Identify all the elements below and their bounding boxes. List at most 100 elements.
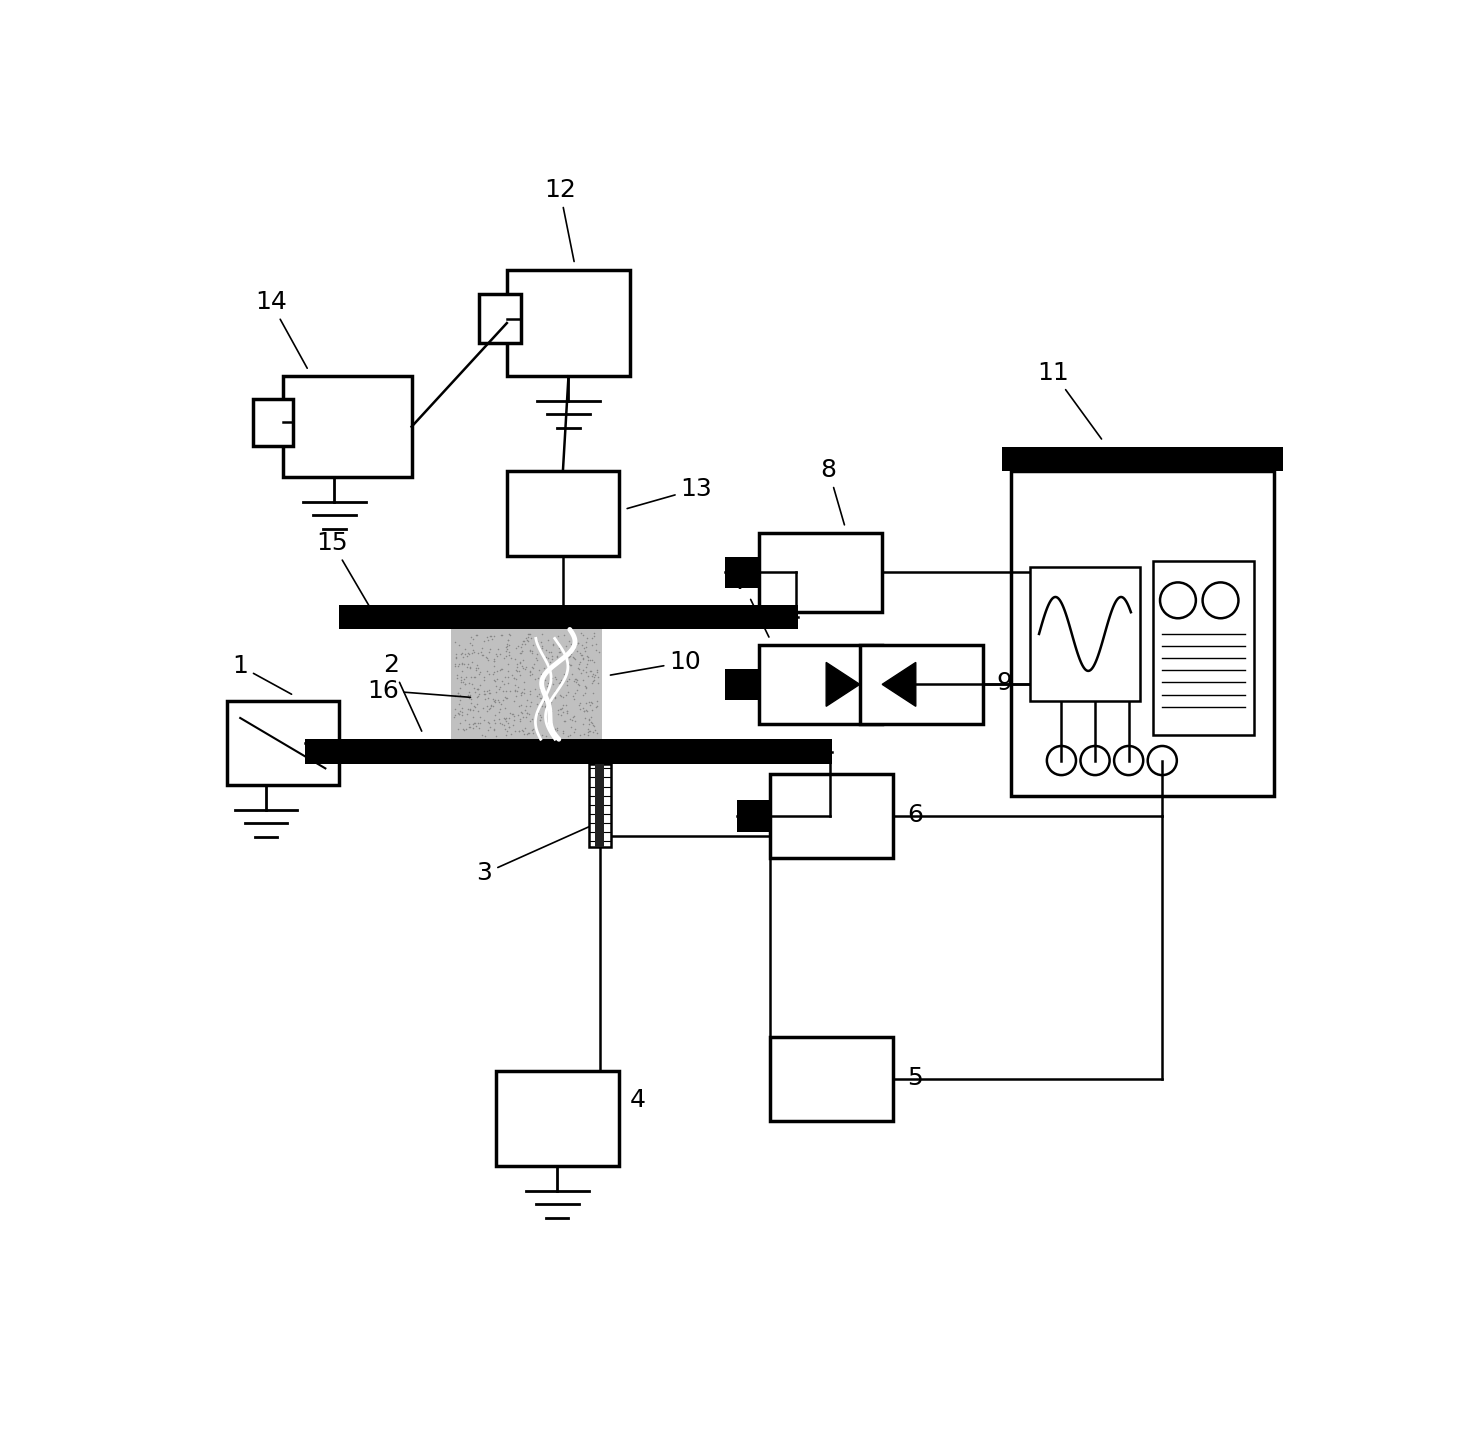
Point	[476, 646, 499, 669]
Point	[581, 698, 604, 722]
Point	[565, 678, 588, 701]
Point	[452, 652, 476, 675]
Point	[495, 645, 518, 668]
Point	[448, 700, 471, 723]
Point	[566, 631, 589, 655]
Point	[483, 647, 506, 671]
Point	[544, 685, 568, 709]
Point	[534, 646, 557, 669]
Point	[549, 671, 572, 694]
Point	[557, 645, 581, 668]
Point	[490, 624, 514, 647]
Point	[572, 668, 595, 691]
Point	[487, 697, 511, 720]
Point	[563, 710, 587, 733]
Point	[458, 656, 481, 679]
Point	[490, 669, 514, 693]
Point	[530, 706, 553, 729]
Point	[563, 627, 587, 650]
Point	[508, 694, 531, 717]
Point	[484, 725, 508, 748]
Point	[531, 634, 554, 658]
Point	[476, 629, 499, 652]
Point	[476, 659, 499, 682]
Point	[467, 716, 490, 739]
Bar	[252, 399, 293, 445]
Point	[511, 681, 534, 704]
Point	[455, 703, 479, 726]
Point	[496, 637, 519, 661]
Point	[454, 665, 477, 688]
Point	[559, 639, 582, 662]
Point	[525, 630, 549, 653]
Point	[477, 663, 500, 687]
Point	[535, 646, 559, 669]
Point	[524, 677, 547, 700]
Point	[565, 639, 588, 662]
Point	[490, 658, 514, 681]
Point	[546, 719, 569, 742]
Point	[445, 645, 468, 668]
Point	[521, 707, 544, 730]
Point	[540, 666, 563, 690]
Point	[470, 643, 493, 666]
Point	[516, 629, 540, 652]
Point	[508, 719, 531, 742]
Point	[487, 707, 511, 730]
Point	[477, 647, 500, 671]
Point	[581, 663, 604, 687]
Point	[460, 665, 483, 688]
Point	[449, 643, 473, 666]
Point	[499, 623, 522, 646]
Point	[530, 637, 553, 661]
Text: 16: 16	[366, 678, 470, 703]
Point	[457, 652, 480, 675]
Point	[576, 723, 600, 746]
Point	[579, 626, 603, 649]
Point	[572, 700, 595, 723]
Point	[451, 697, 474, 720]
Point	[582, 713, 605, 736]
Point	[566, 631, 589, 655]
Point	[498, 706, 521, 729]
Point	[535, 709, 559, 732]
Point	[572, 700, 595, 723]
Point	[518, 640, 541, 663]
Point	[452, 668, 476, 691]
Point	[581, 691, 604, 714]
Point	[550, 697, 573, 720]
Point	[455, 655, 479, 678]
Point	[511, 629, 534, 652]
Point	[553, 710, 576, 733]
Point	[515, 701, 538, 725]
Point	[537, 711, 560, 735]
Point	[553, 624, 576, 647]
Point	[479, 697, 502, 720]
Point	[522, 652, 546, 675]
Point	[582, 714, 605, 738]
Bar	[283, 377, 411, 477]
Point	[503, 719, 527, 742]
Point	[537, 675, 560, 698]
Point	[492, 688, 515, 711]
Point	[474, 679, 498, 703]
Point	[512, 630, 535, 653]
Point	[496, 652, 519, 675]
Point	[508, 652, 531, 675]
Point	[451, 659, 474, 682]
Point	[465, 685, 489, 709]
Point	[473, 630, 496, 653]
Point	[512, 723, 535, 746]
Point	[585, 690, 608, 713]
Point	[518, 659, 541, 682]
Point	[516, 626, 540, 649]
Point	[509, 700, 533, 723]
Point	[461, 627, 484, 650]
Point	[492, 714, 515, 738]
Point	[538, 690, 562, 713]
Point	[560, 662, 584, 685]
Point	[511, 640, 534, 663]
Point	[473, 666, 496, 690]
Point	[495, 685, 518, 709]
Point	[508, 659, 531, 682]
